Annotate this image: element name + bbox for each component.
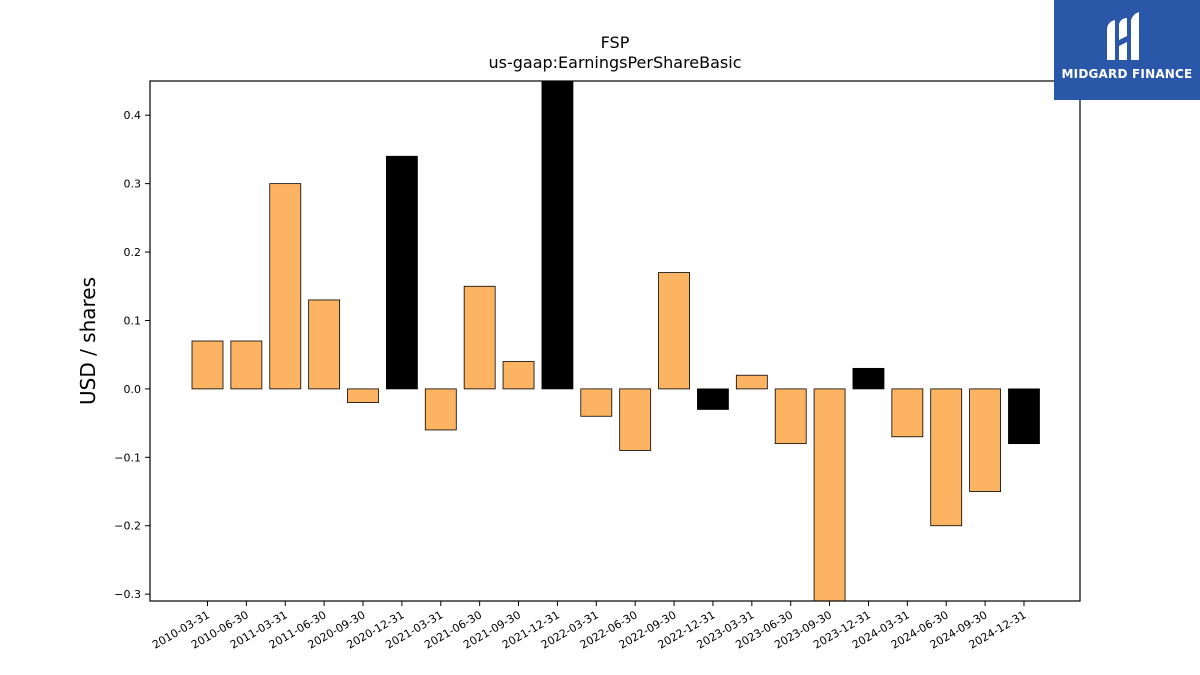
bar-2024-09-30 [969,388,1001,492]
bars-group [191,80,1040,602]
y-tick-label: −0.3 [114,588,141,601]
bar-2022-03-31 [580,388,613,417]
logo-text: MIDGARD FINANCE [1061,67,1193,81]
bar-2023-12-31 [852,367,885,390]
y-tick-label: −0.2 [114,520,141,533]
y-axis: −0.3 −0.2 −0.1 0.0 0.1 0.2 0.3 0.4 [114,109,150,601]
bar-2023-03-31 [735,374,768,390]
logo-mark-icon [1107,12,1139,60]
y-tick-label: −0.1 [114,451,141,464]
bar-2021-06-30 [463,285,496,390]
bar-2011-06-30 [308,299,341,390]
bar-2024-12-31 [1008,388,1040,445]
plot-frame [149,80,1081,602]
bar-2021-12-31 [541,80,574,390]
bar-2022-09-30 [658,272,690,390]
chart-subtitle: us-gaap:EarningsPerShareBasic [488,53,741,72]
bar-2010-06-30 [230,340,263,390]
bar-2022-12-31 [697,388,729,410]
bar-2023-09-30 [813,388,846,602]
bar-2021-09-30 [502,361,535,390]
bar-2024-06-30 [930,388,963,527]
bar-2024-03-31 [891,388,924,438]
y-axis-label: USD / shares [76,277,100,405]
y-tick-label: 0.2 [124,246,142,259]
bar-2022-06-30 [619,388,652,451]
y-tick-label: 0.3 [124,178,142,191]
x-axis: 2010-03-312010-06-302011-03-312011-06-30… [150,601,1028,652]
bar-2023-06-30 [774,388,807,445]
bar-2011-03-31 [269,183,302,390]
bar-2021-03-31 [424,388,457,431]
y-tick-label: 0.4 [124,109,142,122]
y-tick-label: 0.1 [124,314,142,327]
company-logo: MIDGARD FINANCE [1054,0,1200,100]
y-tick-label: 0.0 [124,383,142,396]
chart-title: FSP [601,33,630,52]
bar-2020-12-31 [385,155,418,390]
bar-2020-09-30 [347,388,379,403]
bar-2010-03-31 [191,340,224,390]
